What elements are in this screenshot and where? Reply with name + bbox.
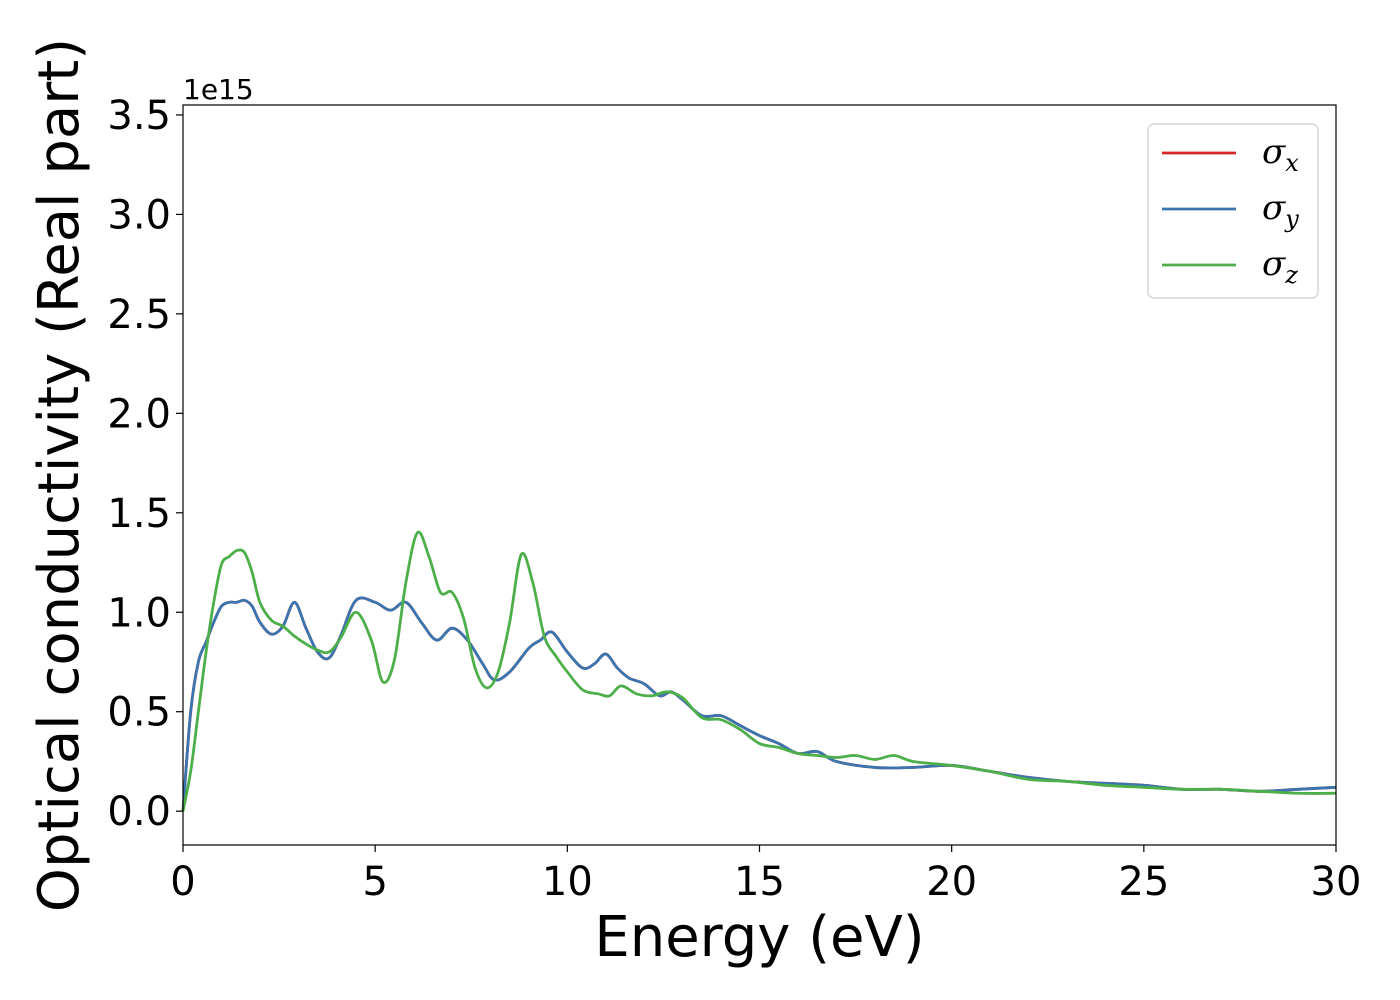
x-axis-label: Energy (eV) xyxy=(594,905,924,970)
y-tick-label: 0.5 xyxy=(107,690,171,736)
x-tick-label: 0 xyxy=(170,859,195,905)
legend-label-z: σz xyxy=(1262,244,1298,289)
legend-box xyxy=(1147,123,1319,299)
series-line-z xyxy=(181,530,1337,812)
x-axis-ticks: 0 5 10 15 20 25 30 xyxy=(170,845,1361,905)
x-tick-label: 25 xyxy=(1118,859,1169,905)
x-tick-label: 5 xyxy=(362,859,387,905)
x-tick-label: 10 xyxy=(542,859,593,905)
y-tick-label: 0.0 xyxy=(107,789,171,835)
y-axis-label: Optical conductivity (Real part) xyxy=(27,38,92,912)
legend-label-x: σx xyxy=(1262,132,1299,177)
legend: σx σy σz xyxy=(1147,123,1319,299)
y-tick-label: 1.0 xyxy=(107,590,171,636)
x-tick-label: 30 xyxy=(1311,859,1362,905)
y-tick-label: 3.0 xyxy=(107,192,171,238)
y-tick-label: 2.5 xyxy=(107,292,171,338)
x-tick-label: 15 xyxy=(734,859,785,905)
series-layer xyxy=(181,530,1337,812)
series-line-x xyxy=(181,596,1337,812)
y-tick-label: 2.0 xyxy=(107,391,171,437)
legend-label-y: σy xyxy=(1262,188,1299,233)
y-tick-label: 3.5 xyxy=(107,93,171,139)
x-tick-label: 20 xyxy=(926,859,977,905)
y-offset-label: 1e15 xyxy=(183,73,254,106)
y-axis-ticks: 0.0 0.5 1.0 1.5 2.0 2.5 3.0 3.5 xyxy=(107,93,183,835)
y-tick-label: 1.5 xyxy=(107,491,171,537)
series-line-y xyxy=(181,596,1337,812)
legend-entries: σx σy σz xyxy=(1162,132,1299,289)
